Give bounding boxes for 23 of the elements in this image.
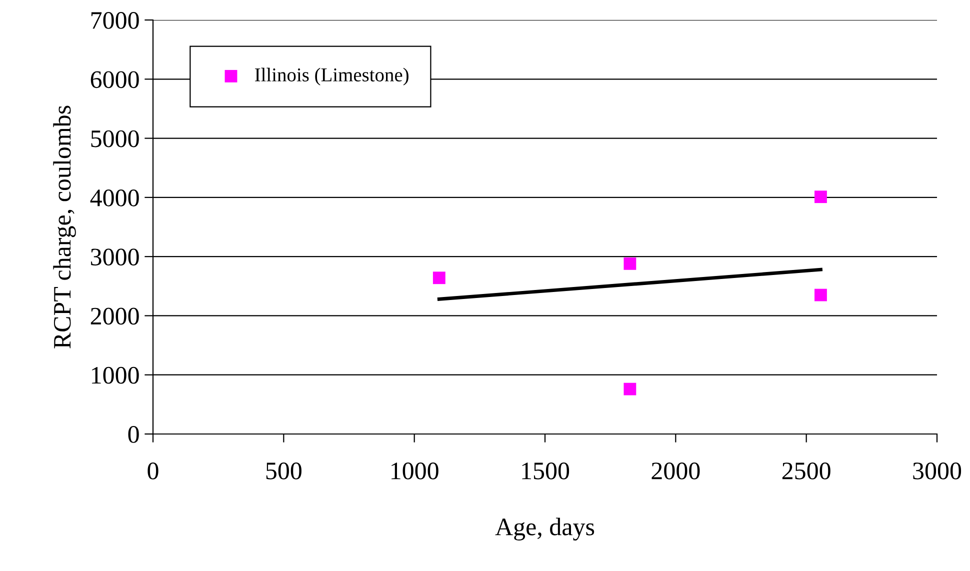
x-tick-label: 1000 bbox=[392, 462, 438, 480]
x-tick-label: 1500 bbox=[522, 462, 570, 480]
y-tick-label: 2000 bbox=[90, 308, 139, 325]
y-axis-title: RCPT charge, coulombs bbox=[53, 106, 76, 348]
legend-label: Illinois (Limestone) bbox=[255, 68, 408, 86]
point bbox=[624, 257, 636, 270]
x-tick-label: 3000 bbox=[913, 462, 962, 480]
x-tick-label: 2000 bbox=[652, 462, 700, 480]
point bbox=[814, 288, 827, 302]
x-tick-label: 0 bbox=[148, 462, 158, 480]
point bbox=[432, 272, 446, 284]
point bbox=[814, 190, 827, 204]
x-tick-label: 2500 bbox=[782, 462, 830, 480]
x-axis-title: Age, days bbox=[495, 518, 594, 541]
y-tick-label: 4000 bbox=[90, 189, 139, 206]
y-tick-label: 0 bbox=[128, 426, 139, 443]
point bbox=[624, 382, 636, 396]
y-tick-label: 6000 bbox=[90, 71, 139, 88]
y-tick-label: 7000 bbox=[91, 12, 139, 29]
y-tick-label: 5000 bbox=[91, 130, 139, 148]
x-tick-label: 500 bbox=[266, 462, 302, 480]
y-tick-label: 1000 bbox=[92, 366, 139, 384]
y-tick-label: 3000 bbox=[91, 248, 139, 266]
